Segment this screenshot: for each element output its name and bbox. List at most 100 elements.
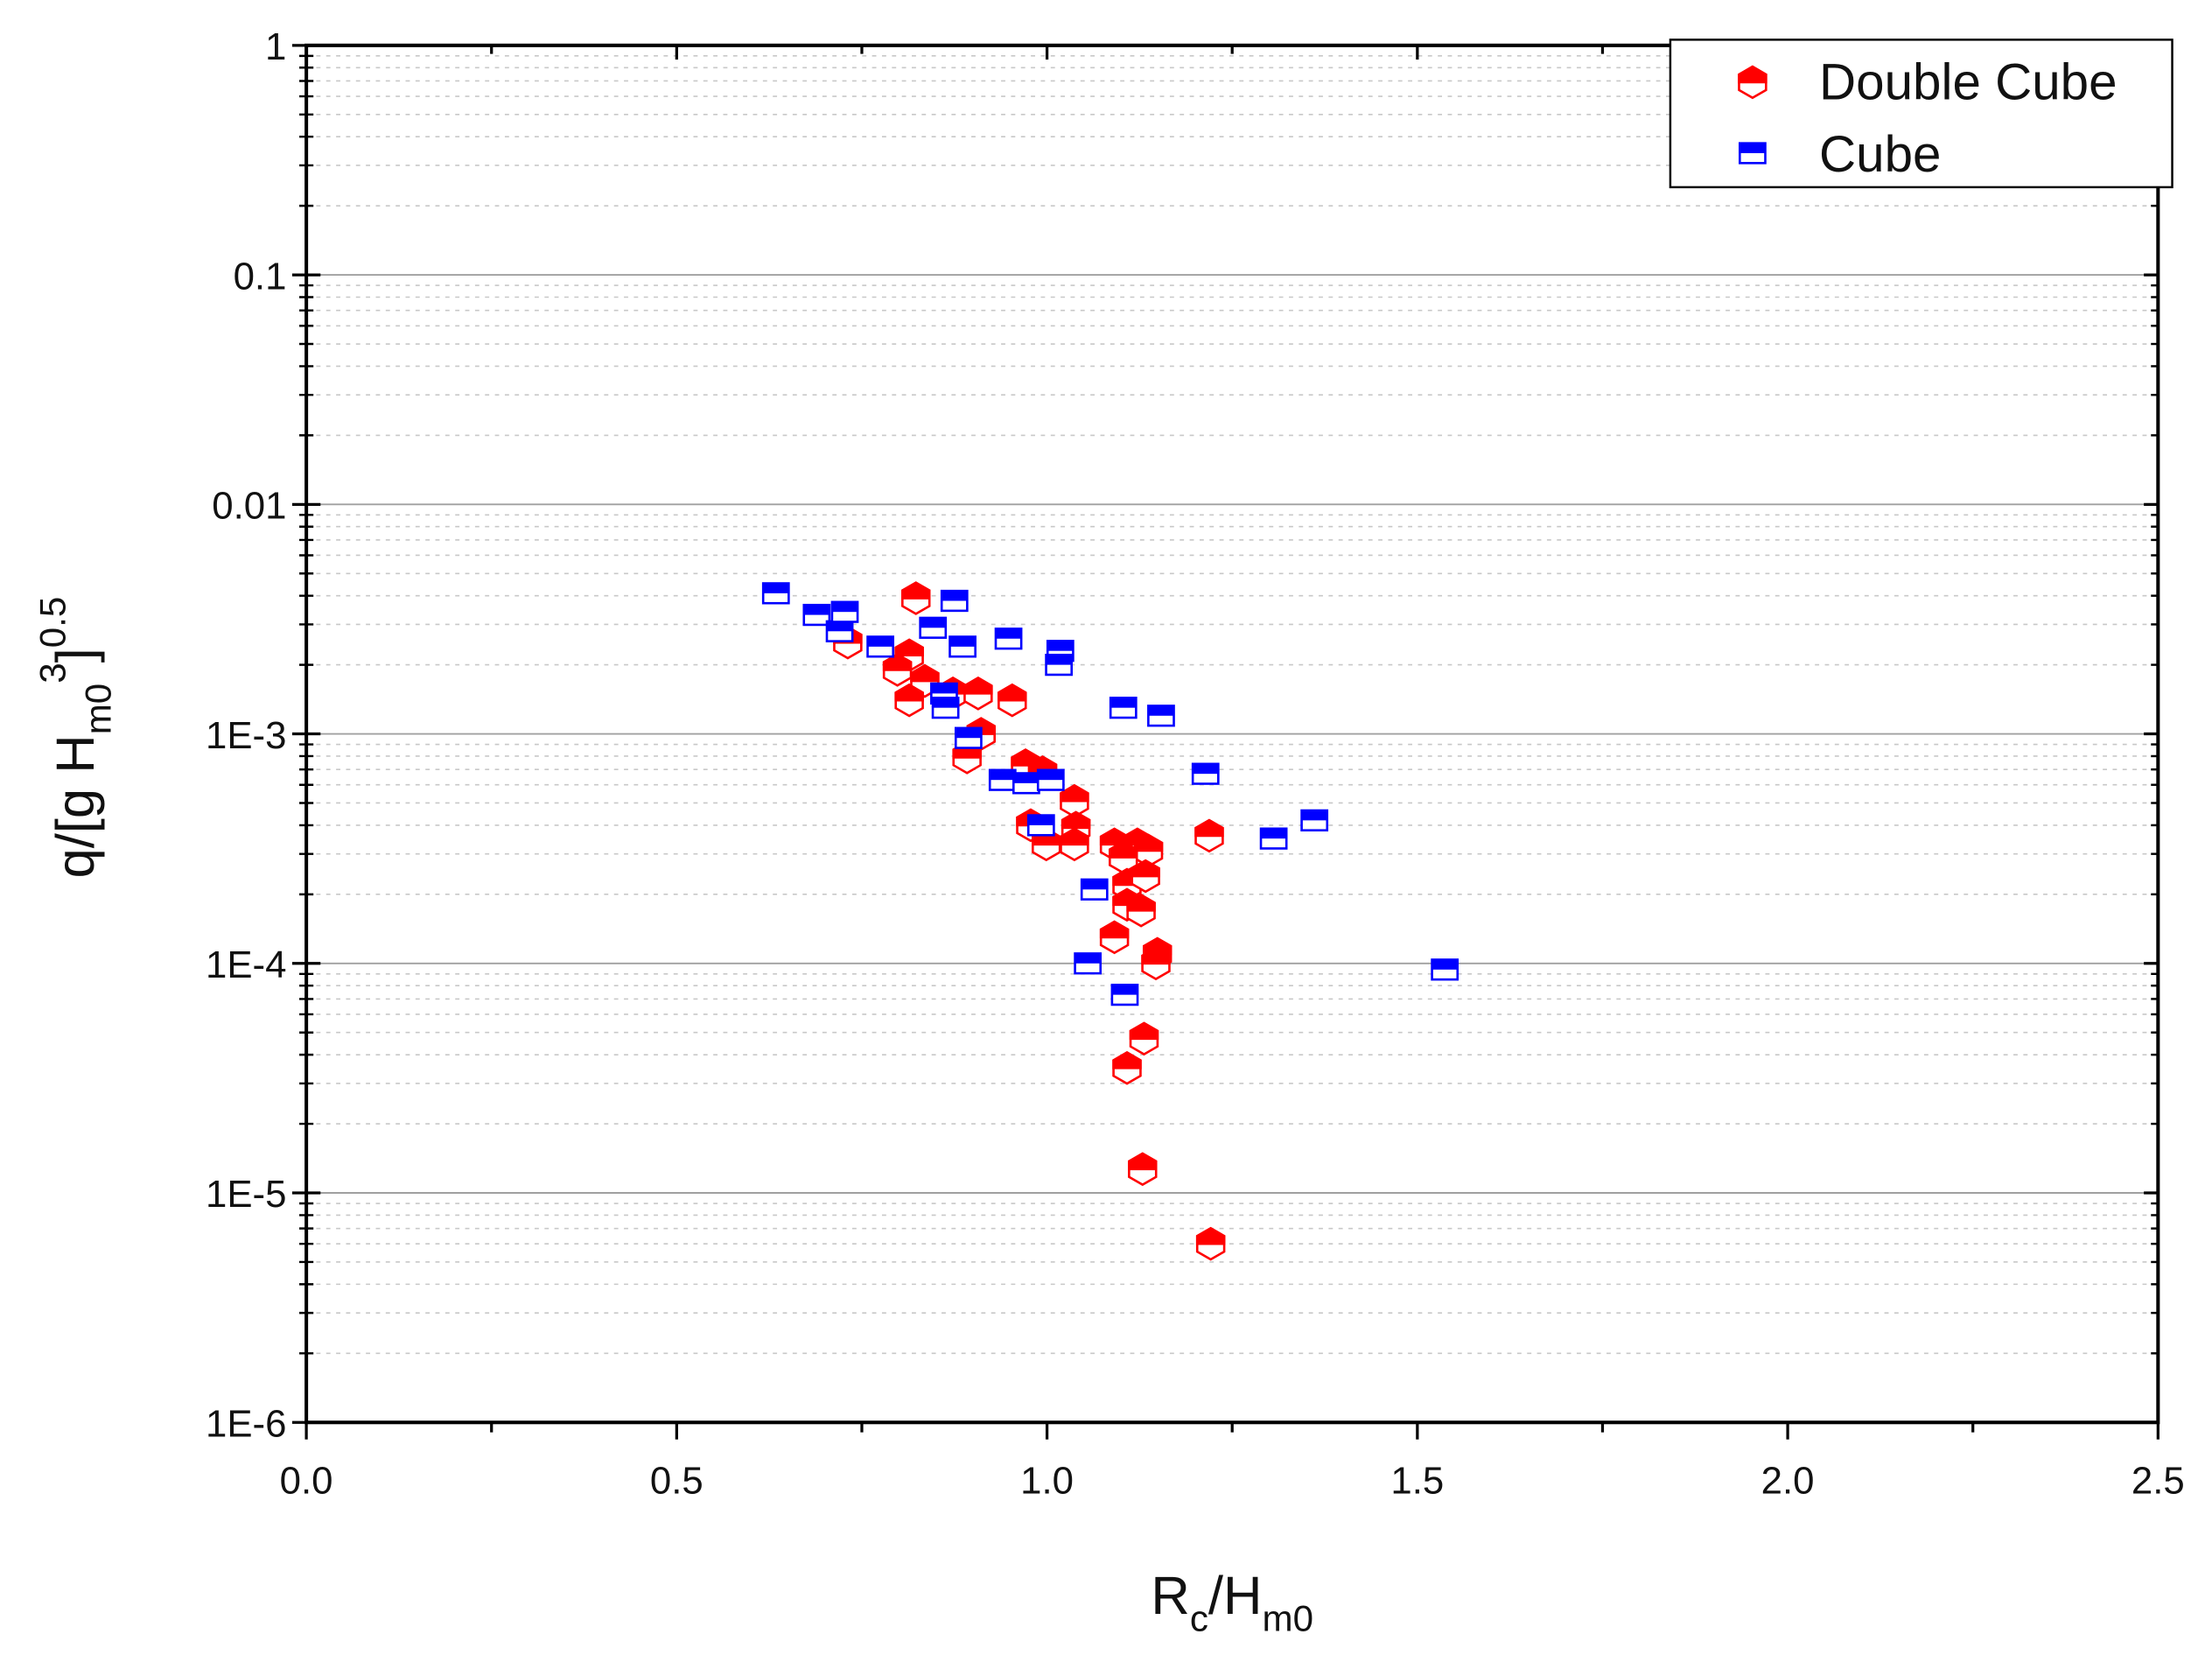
grid-lines: [306, 55, 2159, 1355]
hexagon-fill: [894, 683, 924, 702]
square-fill: [920, 617, 946, 628]
double-cube-point: [1099, 920, 1130, 955]
y-tick-label: 1E-3: [206, 714, 286, 757]
square-fill: [1432, 959, 1458, 970]
double-cube-point: [894, 683, 924, 718]
y-tick-label: 0.01: [212, 485, 286, 528]
cube-point: [1300, 809, 1329, 831]
square-fill: [1301, 810, 1327, 821]
double-cube-point: [1060, 827, 1089, 862]
cube-point: [1109, 697, 1138, 719]
hexagon-fill: [1109, 840, 1138, 859]
square-fill: [1013, 773, 1040, 783]
hexagon-fill: [901, 581, 931, 600]
data-points: [761, 581, 1460, 1261]
double-cube-point: [998, 683, 1027, 718]
cube-point: [1080, 878, 1109, 901]
square-fill: [1047, 641, 1074, 651]
y-tick-label: 1E-6: [206, 1402, 286, 1445]
legend-square-icon: [1739, 142, 1767, 165]
cube-point: [1147, 705, 1175, 727]
square-fill: [942, 591, 968, 601]
cube-point: [1045, 653, 1074, 677]
legend: Double Cube Cube: [1669, 39, 2174, 189]
double-cube-point: [1129, 1021, 1159, 1056]
square-fill: [1074, 953, 1101, 964]
square-fill: [1110, 698, 1137, 708]
x-tick-labels: 0.0 0.5 1.0 1.5 2.0 2.5: [280, 1459, 2185, 1502]
cube-point: [1036, 768, 1065, 791]
double-cube-point: [1141, 946, 1171, 981]
square-fill: [933, 698, 959, 708]
legend-marker-cube: [1739, 142, 1767, 165]
hexagon-fill: [1112, 1051, 1142, 1069]
hexagon-fill: [910, 663, 940, 683]
square-fill: [990, 769, 1016, 781]
y-tick-label: 0.1: [234, 255, 287, 298]
square-fill: [803, 605, 830, 615]
cube-point: [988, 768, 1017, 791]
hexagon-fill: [882, 653, 913, 671]
hexagon-fill: [1060, 783, 1089, 803]
legend-marker-double-cube: [1738, 65, 1768, 100]
double-cube-point: [882, 653, 913, 687]
cube-point: [940, 589, 969, 613]
double-cube-point: [1130, 859, 1160, 894]
cube-point: [919, 616, 948, 639]
square-fill: [826, 621, 853, 632]
square-fill: [867, 636, 893, 647]
cube-point: [1012, 772, 1040, 795]
double-cube-point: [1133, 833, 1164, 868]
square-fill: [1028, 815, 1054, 825]
hexagon-fill: [1129, 1021, 1159, 1041]
legend-label-double-cube: Double Cube: [1819, 53, 2118, 110]
x-tick-label: 0.0: [280, 1459, 333, 1502]
hexagon-fill: [1133, 833, 1164, 852]
cube-point: [1191, 762, 1220, 785]
double-cube-point: [1195, 1226, 1226, 1261]
y-tick-label: 1: [265, 25, 286, 68]
square-fill: [1261, 828, 1287, 839]
cube-point: [802, 603, 831, 627]
x-axis-title: Rc/Hm0: [1151, 1566, 1313, 1638]
double-cube-point: [1126, 894, 1156, 928]
double-cube-point: [901, 581, 931, 615]
square-fill: [1193, 763, 1219, 775]
hexagon-fill: [1099, 920, 1130, 939]
square-fill: [1082, 879, 1108, 890]
x-tick-label: 2.0: [1761, 1459, 1815, 1502]
cube-point: [1074, 952, 1102, 975]
double-cube-point: [963, 677, 993, 711]
double-cube-point: [1194, 818, 1224, 853]
hexagon-fill: [1194, 818, 1224, 838]
square-fill: [931, 684, 957, 694]
legend-label-cube: Cube: [1819, 126, 1941, 183]
cube-point: [948, 635, 976, 658]
double-cube-point: [1112, 1051, 1142, 1085]
square-fill: [1046, 655, 1072, 665]
square-fill: [831, 601, 858, 613]
hexagon-fill: [998, 683, 1027, 702]
cube-point: [866, 635, 895, 658]
square-fill: [1148, 705, 1174, 716]
square-fill: [1111, 985, 1138, 995]
square-fill: [763, 583, 789, 593]
square-fill: [956, 727, 982, 739]
hexagon-fill: [1195, 1226, 1226, 1245]
double-cube-point: [1060, 783, 1089, 818]
hexagon-fill: [1126, 894, 1156, 912]
cube-point: [830, 600, 859, 623]
y-tick-label: 1E-4: [206, 943, 286, 986]
x-tick-label: 2.5: [2132, 1459, 2185, 1502]
y-axis-title: q/[g Hm03]0.5: [32, 597, 119, 879]
x-tick-label: 1.5: [1390, 1459, 1444, 1502]
cube-point: [954, 726, 983, 749]
hexagon-fill: [1141, 946, 1171, 965]
hexagon-fill: [1130, 859, 1160, 878]
cube-point: [1026, 814, 1055, 837]
y-tick-label: 1E-5: [206, 1173, 286, 1216]
cube-point: [825, 620, 854, 642]
cube-point: [1431, 958, 1460, 981]
hexagon-fill: [963, 677, 993, 695]
square-fill: [1740, 143, 1766, 154]
